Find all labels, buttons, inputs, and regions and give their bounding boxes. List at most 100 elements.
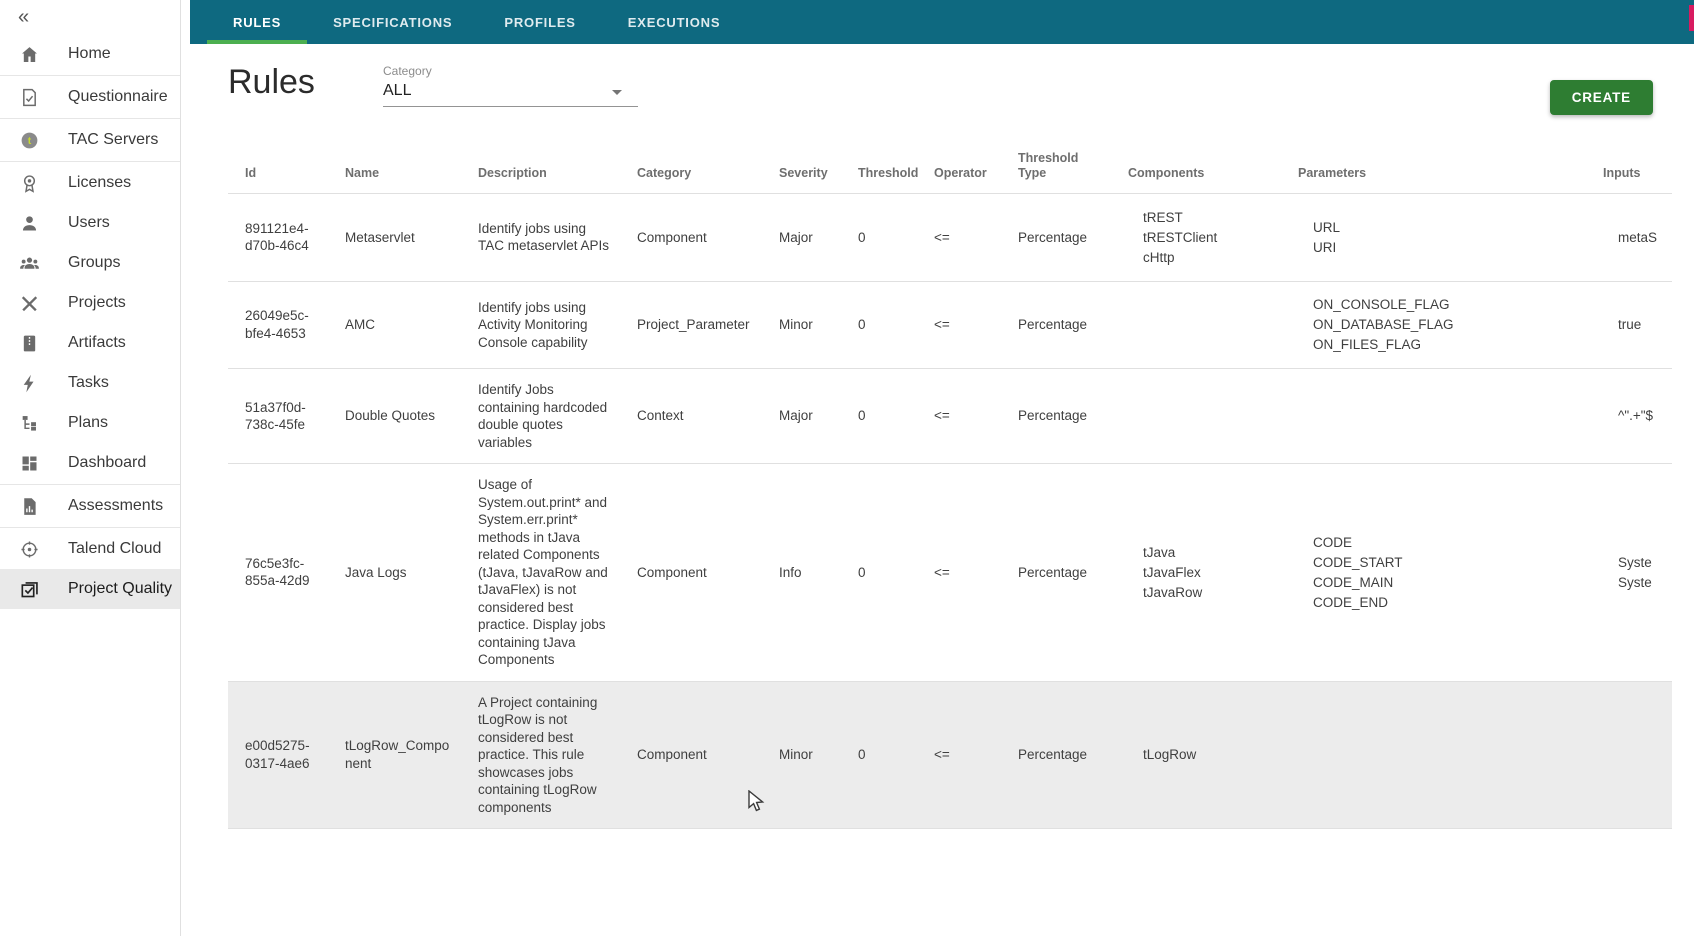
cell-threshold: 0 bbox=[858, 229, 866, 245]
cell-parameters-item: ON_DATABASE_FLAG bbox=[1313, 316, 1578, 334]
cell-id: 76c5e3fc-855a-42d9 bbox=[245, 555, 310, 589]
sidebar-item-users[interactable]: Users bbox=[0, 203, 180, 243]
category-select-value: ALL bbox=[383, 78, 638, 107]
sidebar-item-licenses[interactable]: Licenses bbox=[0, 163, 180, 203]
cell-name: tLogRow_Component bbox=[345, 738, 450, 771]
column-header-parameters: Parameters bbox=[1298, 166, 1367, 180]
sidebar-item-plans[interactable]: Plans bbox=[0, 403, 180, 443]
page-title: Rules bbox=[228, 63, 315, 101]
cell-description: Identify Jobs containing hardcoded doubl… bbox=[478, 382, 608, 450]
sidebar-item-label: Talend Cloud bbox=[68, 540, 162, 557]
cell-components bbox=[1111, 281, 1281, 369]
cell-name: Java Logs bbox=[345, 564, 407, 580]
cell-parameters-item: ON_FILES_FLAG bbox=[1313, 336, 1578, 354]
sidebar: « Home Questionnaire t TAC Servers Licenses U… bbox=[0, 0, 181, 936]
cell-operator: <= bbox=[934, 747, 950, 762]
sidebar-divider bbox=[0, 118, 180, 119]
plans-icon bbox=[18, 412, 40, 434]
sidebar-item-dashboard[interactable]: Dashboard bbox=[0, 443, 180, 483]
cell-threshold-type: Percentage bbox=[1018, 317, 1088, 332]
rule-row-metaservlet[interactable]: 891121e4-d70b-46c4 Metaservlet Identify jo… bbox=[228, 193, 1672, 282]
cell-inputs-item: metaS bbox=[1618, 229, 1664, 247]
topbar: RULES SPECIFICATIONS PROFILES EXECUTIONS bbox=[190, 0, 1694, 44]
cell-severity: Major bbox=[779, 408, 813, 424]
cell-parameters: URL URI bbox=[1281, 194, 1586, 282]
cell-inputs bbox=[1586, 681, 1672, 829]
page-header: Rules Category ALL CREATE bbox=[190, 44, 1694, 115]
sidebar-item-label: Questionnaire bbox=[68, 88, 168, 105]
users-icon bbox=[18, 212, 40, 234]
cell-description: Identify jobs using Activity Monitoring … bbox=[478, 299, 588, 350]
column-header-category: Category bbox=[637, 166, 692, 180]
tab-specifications[interactable]: SPECIFICATIONS bbox=[333, 14, 453, 30]
sidebar-item-home[interactable]: Home bbox=[0, 34, 180, 74]
cell-components: tLogRow bbox=[1111, 681, 1281, 829]
cell-components-list: tREST tRESTClient cHttp bbox=[1128, 209, 1273, 267]
tab-executions[interactable]: EXECUTIONS bbox=[627, 14, 721, 30]
main-content: Rules Category ALL CREATE Id Name Descript… bbox=[190, 44, 1694, 936]
sidebar-item-projects[interactable]: Projects bbox=[0, 283, 180, 323]
sidebar-item-artifacts[interactable]: Artifacts bbox=[0, 323, 180, 363]
sidebar-item-label: Assessments bbox=[68, 497, 164, 514]
cell-inputs: true bbox=[1586, 281, 1672, 369]
table-header-row: Id Name Description Category Severity Thresho… bbox=[228, 143, 1672, 194]
cell-parameters-item: CODE_START bbox=[1313, 554, 1578, 572]
artifacts-icon bbox=[18, 332, 40, 354]
cell-severity: Major bbox=[779, 229, 813, 245]
cell-description: Identify jobs using TAC metaservlet APIs bbox=[478, 220, 610, 254]
tab-rules[interactable]: RULES bbox=[207, 0, 308, 44]
cell-id: 26049e5c-bfe4-4653 bbox=[245, 308, 309, 341]
column-header-components: Components bbox=[1128, 166, 1205, 180]
tab-profiles[interactable]: PROFILES bbox=[504, 14, 576, 30]
sidebar-item-tac-servers[interactable]: t TAC Servers bbox=[0, 120, 180, 160]
dashboard-icon bbox=[18, 452, 40, 474]
rules-table: Id Name Description Category Severity Thresho… bbox=[228, 143, 1672, 829]
column-header-operator: Operator bbox=[934, 166, 987, 180]
cell-components-item: tRESTClient bbox=[1143, 229, 1273, 247]
cell-category: Component bbox=[637, 564, 707, 580]
cell-category: Project_Parameter bbox=[637, 317, 750, 332]
cell-inputs-list: Syste Syste bbox=[1603, 554, 1664, 592]
sidebar-item-questionnaire[interactable]: Questionnaire bbox=[0, 77, 180, 117]
sidebar-item-project-quality[interactable]: Project Quality bbox=[0, 569, 180, 609]
cell-operator: <= bbox=[934, 564, 950, 580]
cell-parameters-list: ON_CONSOLE_FLAG ON_DATABASE_FLAG ON_FILES_… bbox=[1298, 296, 1578, 354]
cell-components-item: tJava bbox=[1143, 544, 1273, 562]
sidebar-item-tasks[interactable]: Tasks bbox=[0, 363, 180, 403]
cell-severity: Minor bbox=[779, 317, 813, 332]
sidebar-collapse-button[interactable]: « bbox=[0, 0, 180, 34]
cell-components-list: tLogRow bbox=[1128, 746, 1273, 764]
rule-row-java-logs[interactable]: 76c5e3fc-855a-42d9 Java Logs Usage of Syst… bbox=[228, 463, 1672, 682]
sidebar-item-assessments[interactable]: Assessments bbox=[0, 486, 180, 526]
cell-threshold: 0 bbox=[858, 747, 866, 762]
home-icon bbox=[18, 43, 40, 65]
cell-category: Component bbox=[637, 747, 707, 762]
cell-parameters: ON_CONSOLE_FLAG ON_DATABASE_FLAG ON_FILES_… bbox=[1281, 281, 1586, 369]
cell-severity: Info bbox=[779, 564, 802, 580]
cell-threshold-type: Percentage bbox=[1018, 564, 1088, 580]
project-quality-icon bbox=[18, 578, 40, 600]
licenses-icon bbox=[18, 172, 40, 194]
rule-row-amc[interactable]: 26049e5c-bfe4-4653 AMC Identify jobs using… bbox=[228, 281, 1672, 369]
cell-name: AMC bbox=[345, 317, 375, 332]
sidebar-divider bbox=[0, 75, 180, 76]
cell-components-item: tJavaFlex bbox=[1143, 564, 1273, 582]
column-header-id: Id bbox=[245, 166, 257, 180]
edge-red-sliver bbox=[1689, 5, 1694, 31]
sidebar-item-label: Projects bbox=[68, 294, 126, 311]
sidebar-item-label: Dashboard bbox=[68, 454, 147, 471]
cell-name: Double Quotes bbox=[345, 408, 436, 424]
cell-operator: <= bbox=[934, 408, 950, 424]
cell-inputs-item: Syste bbox=[1618, 574, 1664, 592]
cell-parameters-item: CODE_MAIN bbox=[1313, 574, 1578, 592]
create-button[interactable]: CREATE bbox=[1549, 80, 1653, 115]
cell-threshold-type: Percentage bbox=[1018, 229, 1088, 245]
sidebar-item-groups[interactable]: Groups bbox=[0, 243, 180, 283]
sidebar-item-label: TAC Servers bbox=[68, 131, 159, 148]
category-select[interactable]: Category ALL bbox=[383, 64, 638, 107]
rule-row-double-quotes[interactable]: 51a37f0d-738c-45fe Double Quotes Identify … bbox=[228, 368, 1672, 464]
rule-row-tlogrow-component[interactable]: e00d5275-0317-4ae6 tLogRow_Component A Pro… bbox=[228, 681, 1672, 829]
cell-components bbox=[1111, 369, 1281, 464]
cell-parameters-list: CODE CODE_START CODE_MAIN CODE_END bbox=[1298, 534, 1578, 612]
sidebar-item-talend-cloud[interactable]: Talend Cloud bbox=[0, 529, 180, 569]
